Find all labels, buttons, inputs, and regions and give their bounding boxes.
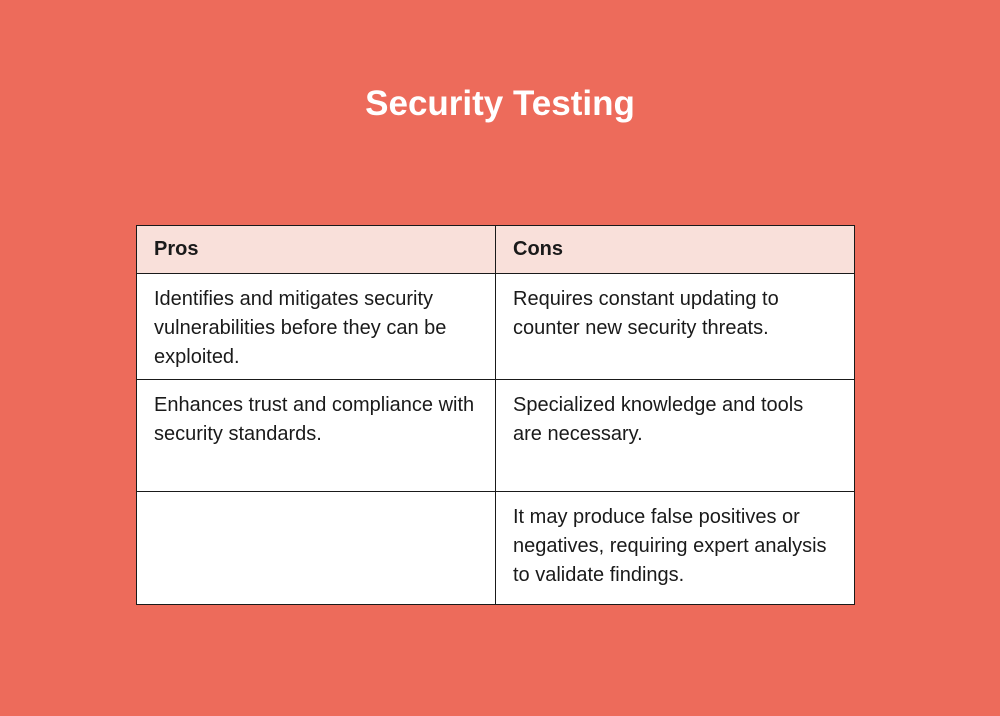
pro-cell: [136, 491, 496, 605]
pro-cell: Enhances trust and compliance with secur…: [136, 379, 496, 492]
table-row: Enhances trust and compliance with secur…: [136, 379, 855, 492]
con-cell: It may produce false positives or negati…: [495, 491, 855, 605]
header-pros: Pros: [136, 225, 496, 274]
table-row: Identifies and mitigates security vulner…: [136, 273, 855, 380]
table-row: It may produce false positives or negati…: [136, 491, 855, 605]
con-cell: Requires constant updating to counter ne…: [495, 273, 855, 380]
page-title: Security Testing: [365, 84, 635, 123]
pro-cell: Identifies and mitigates security vulner…: [136, 273, 496, 380]
pros-cons-table: Pros Cons Identifies and mitigates secur…: [136, 225, 855, 605]
header-cons: Cons: [495, 225, 855, 274]
con-cell: Specialized knowledge and tools are nece…: [495, 379, 855, 492]
table-header-row: Pros Cons: [136, 225, 855, 274]
